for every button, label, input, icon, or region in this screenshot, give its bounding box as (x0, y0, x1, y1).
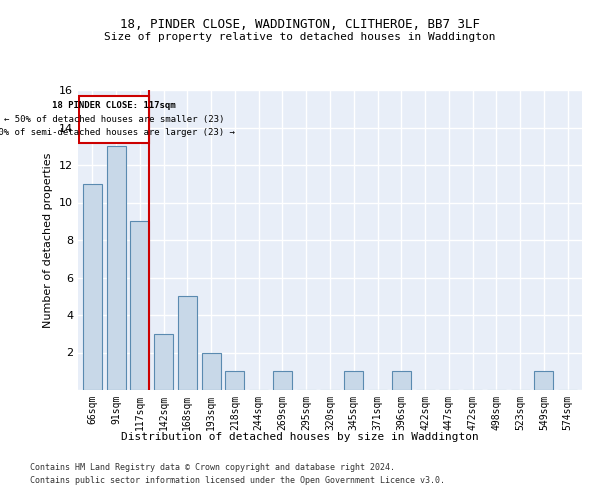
Bar (178, 296, 197, 390)
Bar (83, 184, 102, 390)
Text: Contains public sector information licensed under the Open Government Licence v3: Contains public sector information licen… (30, 476, 445, 485)
Text: 18 PINDER CLOSE: 117sqm: 18 PINDER CLOSE: 117sqm (52, 102, 176, 110)
FancyBboxPatch shape (79, 96, 149, 142)
Bar (130, 221, 149, 390)
Bar (392, 371, 411, 390)
Bar (107, 146, 125, 390)
Text: Contains HM Land Registry data © Crown copyright and database right 2024.: Contains HM Land Registry data © Crown c… (30, 464, 395, 472)
Text: 50% of semi-detached houses are larger (23) →: 50% of semi-detached houses are larger (… (0, 128, 235, 136)
Bar (344, 371, 363, 390)
Bar (535, 371, 553, 390)
Bar (154, 334, 173, 390)
Text: Size of property relative to detached houses in Waddington: Size of property relative to detached ho… (104, 32, 496, 42)
Text: ← 50% of detached houses are smaller (23): ← 50% of detached houses are smaller (23… (4, 114, 224, 124)
Text: 18, PINDER CLOSE, WADDINGTON, CLITHEROE, BB7 3LF: 18, PINDER CLOSE, WADDINGTON, CLITHEROE,… (120, 18, 480, 30)
Bar (273, 371, 292, 390)
Text: Distribution of detached houses by size in Waddington: Distribution of detached houses by size … (121, 432, 479, 442)
Y-axis label: Number of detached properties: Number of detached properties (43, 152, 53, 328)
Bar (226, 371, 244, 390)
Bar (202, 352, 221, 390)
